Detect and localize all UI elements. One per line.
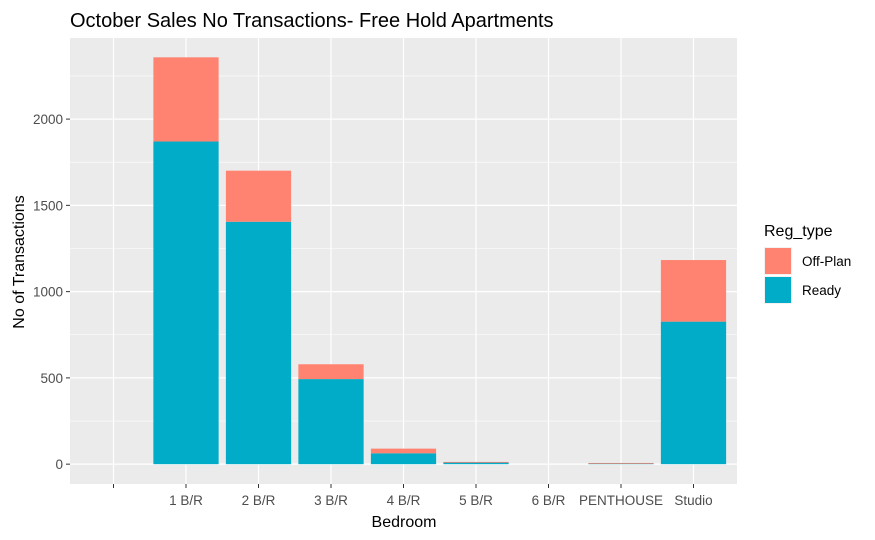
y-tick-label: 2000 xyxy=(33,112,63,127)
legend-label: Off-Plan xyxy=(802,254,851,269)
y-tick-label: 1000 xyxy=(33,285,63,300)
x-tick-label: PENTHOUSE xyxy=(579,493,663,508)
bar-off-plan xyxy=(370,448,437,454)
bar-off-plan xyxy=(588,462,654,464)
x-axis: 1 B/R 2 B/R 3 B/R 4 B/R 5 B/R 6 B/R PENTHOUSE S… xyxy=(113,484,713,508)
bars xyxy=(153,57,727,465)
bar-off-plan xyxy=(443,461,509,463)
x-tick-label: Studio xyxy=(674,493,712,508)
legend-swatch xyxy=(765,248,791,274)
bar-off-plan xyxy=(660,260,727,322)
x-tick-label: 6 B/R xyxy=(532,493,566,508)
bar-ready xyxy=(660,321,727,465)
legend-title: Reg_type xyxy=(764,223,833,240)
bar-off-plan xyxy=(225,170,292,222)
bar-ready xyxy=(298,379,364,465)
x-axis-title: Bedroom xyxy=(372,514,437,531)
x-tick-label: 3 B/R xyxy=(314,493,348,508)
x-tick-label: 5 B/R xyxy=(459,493,493,508)
y-axis-title: No of Transactions xyxy=(11,195,28,328)
bar-ready xyxy=(370,453,437,465)
y-axis: 0 500 1000 1500 2000 xyxy=(33,112,70,472)
bar-ready xyxy=(153,141,219,465)
x-tick-label: 1 B/R xyxy=(169,493,203,508)
chart-title: October Sales No Transactions- Free Hold… xyxy=(70,10,554,32)
y-tick-label: 1500 xyxy=(33,198,63,213)
legend-swatch xyxy=(765,277,791,303)
legend-label: Ready xyxy=(802,283,841,298)
y-tick-label: 500 xyxy=(40,371,63,386)
bar-ready xyxy=(443,462,509,465)
legend: Reg_type Off-Plan Ready xyxy=(764,223,851,304)
bar-ready xyxy=(225,221,292,465)
bar-off-plan xyxy=(153,57,219,142)
x-tick-label: 4 B/R xyxy=(387,493,421,508)
y-tick-label: 0 xyxy=(55,457,63,472)
x-tick-label: 2 B/R xyxy=(242,493,276,508)
bar-off-plan xyxy=(298,364,364,380)
